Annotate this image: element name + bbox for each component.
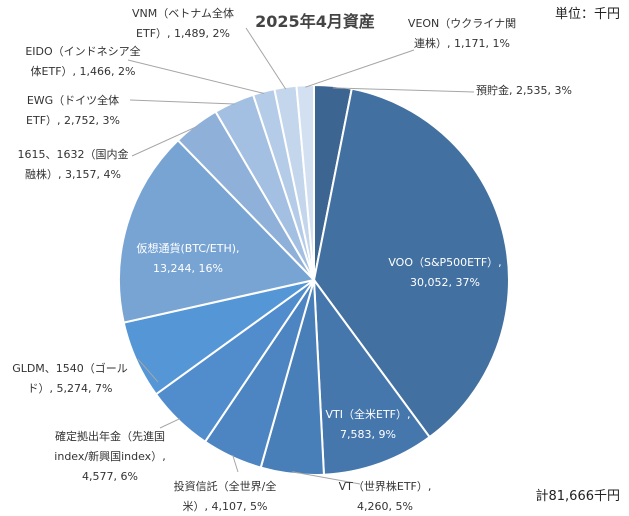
- slice-label-line: EIDO（インドネシア全: [25, 44, 140, 58]
- leader-line: [292, 471, 361, 485]
- slice-label: VTI（全米ETF）, 7,583, 9%: [326, 407, 411, 441]
- slice-label-line: 連株）, 1,171, 1%: [414, 36, 510, 50]
- slice-label-line: 体ETF）, 1,466, 2%: [31, 64, 136, 78]
- pie-slice: [295, 83, 315, 281]
- slice-label-line: 30,052, 37%: [410, 276, 480, 289]
- slice-label-line: 13,244, 16%: [153, 262, 223, 275]
- pie-slice: [312, 276, 431, 476]
- slice-label: 投資信託（全世界/全米）, 4,107, 5%: [174, 479, 277, 513]
- slice-label: VT（世界株ETF）, 4,260, 5%: [339, 479, 432, 513]
- slice-label-line: VOO（S&P500ETF）,: [388, 256, 501, 269]
- slice-label-line: 4,260, 5%: [357, 500, 413, 513]
- slice-label-line: 4,577, 6%: [82, 470, 138, 483]
- leader-lines: [127, 27, 475, 485]
- unit-label: 単位：千円: [555, 6, 620, 22]
- total-label: 計81,666千円: [536, 488, 621, 504]
- slice-label-line: GLDM、1540（ゴール: [12, 361, 128, 375]
- pie-slices: [118, 83, 510, 477]
- leader-line: [137, 358, 159, 383]
- leader-line: [305, 49, 415, 88]
- slice-label-line: ド）, 5,274, 7%: [28, 382, 113, 395]
- slice-label: 預貯金, 2,535, 3%: [476, 83, 572, 97]
- slice-labels: 預貯金, 2,535, 3% VOO（S&P500ETF）, 30,052, 37%…: [12, 6, 572, 513]
- slice-label-line: 仮想通貨(BTC/ETH),: [136, 241, 239, 255]
- leader-line: [127, 59, 265, 94]
- slice-label-line: VTI（全米ETF）,: [326, 407, 411, 421]
- slice-label: GLDM、1540（ゴールド）, 5,274, 7%: [12, 361, 128, 395]
- slice-label: 仮想通貨(BTC/ETH), 13,244, 16%: [136, 241, 239, 275]
- pie-slice: [118, 138, 316, 324]
- leader-line: [232, 454, 239, 473]
- leader-line: [159, 418, 181, 429]
- slice-label-line: 1615、1632（国内金: [18, 147, 129, 161]
- leader-line: [131, 125, 198, 157]
- slice-label-line: EWG（ドイツ全体: [27, 93, 119, 107]
- slice-label-line: 預貯金, 2,535, 3%: [476, 83, 572, 97]
- slice-label-line: VT（世界株ETF）,: [339, 479, 432, 493]
- slice-label: VNM（ベトナム全体 ETF）, 1,489, 2%: [132, 6, 234, 40]
- leader-line: [129, 99, 235, 105]
- slice-label-line: 融株）, 3,157, 4%: [25, 167, 121, 181]
- slice-label: 1615、1632（国内金融株）, 3,157, 4%: [18, 147, 129, 181]
- slice-label: EIDO（インドネシア全体ETF）, 1,466, 2%: [25, 44, 140, 78]
- slice-label: EWG（ドイツ全体 ETF）, 2,752, 3%: [26, 93, 120, 127]
- slice-label-line: ETF）, 1,489, 2%: [136, 27, 230, 40]
- chart-title: 2025年4月資産: [255, 12, 375, 31]
- slice-label: 確定拠出年金（先進国 index/新興国index）, 4,577, 6%: [54, 429, 165, 483]
- slice-label-line: 米）, 4,107, 5%: [183, 500, 268, 513]
- slice-label-line: 7,583, 9%: [340, 428, 396, 441]
- slice-label: VEON（ウクライナ関連株）, 1,171, 1%: [408, 17, 516, 50]
- slice-label: VOO（S&P500ETF）, 30,052, 37%: [388, 256, 501, 289]
- pie-slice: [312, 87, 510, 439]
- slice-label-line: VNM（ベトナム全体: [132, 6, 234, 20]
- leader-line: [332, 87, 475, 93]
- slice-label-line: VEON（ウクライナ関: [408, 17, 516, 30]
- slice-label-line: 投資信託（全世界/全: [174, 479, 277, 493]
- slice-label-line: index/新興国index）,: [54, 449, 165, 463]
- leader-line: [245, 27, 287, 90]
- slice-label-line: ETF）, 2,752, 3%: [26, 114, 120, 127]
- slice-label-line: 確定拠出年金（先進国: [55, 429, 165, 443]
